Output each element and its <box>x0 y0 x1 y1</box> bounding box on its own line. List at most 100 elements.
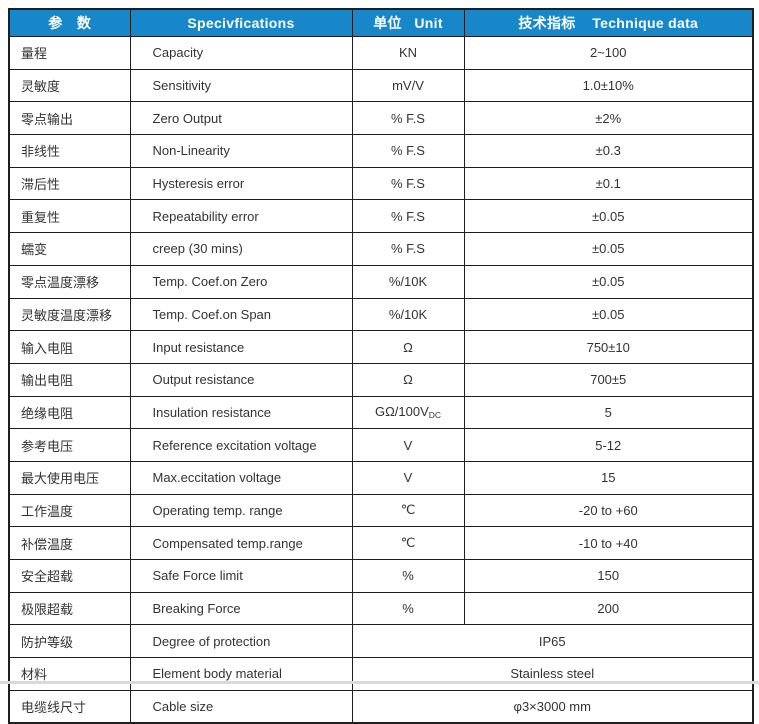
spec-cell: Compensated temp.range <box>129 526 353 560</box>
param-cell: 安全超载 <box>8 559 131 593</box>
spec-row: 绝缘电阻 Insulation resistance GΩ/100VDC 5 <box>8 395 754 430</box>
spec-row: 输出电阻 Output resistance Ω 700±5 <box>8 362 754 397</box>
unit-cell: ℃ <box>351 493 465 528</box>
param-cell: 滞后性 <box>8 166 131 201</box>
value-cell: 5-12 <box>463 428 754 462</box>
spec-table-container: 参 数 Specivfications 单位 Unit 技术指标 Techniq… <box>8 8 754 724</box>
spec-row: 蠕变 creep (30 mins)% F.S ±0.05 <box>8 232 754 266</box>
param-cell: 重复性 <box>8 199 131 234</box>
spec-row: 滞后性 Hysteresis error% F.S ±0.1 <box>8 166 754 201</box>
param-cell: 零点输出 <box>8 101 131 136</box>
value-cell: 700±5 <box>463 362 754 397</box>
param-cell: 输出电阻 <box>8 362 131 397</box>
spec-cell: Max.eccitation voltage <box>129 460 353 495</box>
image-bottom-edge <box>0 681 759 684</box>
spec-cell: Output resistance <box>129 362 353 397</box>
param-cell: 电缆线尺寸 <box>8 689 131 724</box>
param-cell: 工作温度 <box>8 493 131 528</box>
spec-table-header: 参 数 Specivfications 单位 Unit 技术指标 Techniq… <box>8 8 754 37</box>
spec-row: 补偿温度 Compensated temp.range ℃ -10 to +40 <box>8 526 754 560</box>
unit-cell: KN <box>351 36 465 70</box>
unit-cell: Ω <box>351 330 465 364</box>
value-cell: 1.0±10% <box>463 68 754 103</box>
spec-cell: Temp. Coef.on Zero <box>129 264 353 299</box>
value-cell: Stainless steel <box>351 657 754 691</box>
param-cell: 灵敏度 <box>8 68 131 103</box>
spec-row: 参考电压 Reference excitation voltage V 5-12 <box>8 428 754 462</box>
spec-cell: Safe Force limit <box>129 559 353 593</box>
spec-row: 极限超载 Breaking Force% 200 <box>8 591 754 626</box>
unit-cell: % F.S <box>351 134 465 168</box>
param-cell: 输入电阻 <box>8 330 131 364</box>
unit-cell: V <box>351 460 465 495</box>
value-cell: ±0.05 <box>463 297 754 332</box>
value-cell: ±2% <box>463 101 754 136</box>
param-cell: 灵敏度温度漂移 <box>8 297 131 332</box>
spec-cell: Degree of protection <box>129 624 353 659</box>
unit-cell: %/10K <box>351 264 465 299</box>
param-cell: 量程 <box>8 36 131 70</box>
spec-cell: creep (30 mins) <box>129 232 353 266</box>
param-cell: 蠕变 <box>8 232 131 266</box>
spec-cell: Reference excitation voltage <box>129 428 353 462</box>
unit-cell: % <box>351 591 465 626</box>
param-cell: 绝缘电阻 <box>8 395 131 430</box>
spec-row: 重复性 Repeatability error% F.S ±0.05 <box>8 199 754 234</box>
spec-row: 非线性 Non-Linearity% F.S ±0.3 <box>8 134 754 168</box>
spec-row: 电缆线尺寸 Cable size φ3×3000 mm <box>8 689 754 724</box>
value-cell: 750±10 <box>463 330 754 364</box>
unit-cell: % F.S <box>351 232 465 266</box>
spec-cell: Insulation resistance <box>129 395 353 430</box>
unit-cell: % F.S <box>351 199 465 234</box>
header-technique-data: 技术指标 Technique data <box>463 8 754 37</box>
unit-cell: Ω <box>351 362 465 397</box>
spec-cell: Temp. Coef.on Span <box>129 297 353 332</box>
param-cell: 补偿温度 <box>8 526 131 560</box>
spec-row: 材料 Element body material Stainless steel <box>8 657 754 691</box>
spec-cell: Hysteresis error <box>129 166 353 201</box>
spec-cell: Cable size <box>129 689 353 724</box>
spec-cell: Capacity <box>129 36 353 70</box>
spec-row: 零点输出 Zero Output% F.S ±2% <box>8 101 754 136</box>
spec-cell: Breaking Force <box>129 591 353 626</box>
param-cell: 防护等级 <box>8 624 131 659</box>
spec-table-body: 量程 Capacity KN 2~100 灵敏度 Sensitivity mV/V 1.0±1… <box>8 36 754 724</box>
value-cell: 2~100 <box>463 36 754 70</box>
value-cell: ±0.3 <box>463 134 754 168</box>
param-cell: 零点温度漂移 <box>8 264 131 299</box>
header-param: 参 数 <box>8 8 131 37</box>
spec-cell: Operating temp. range <box>129 493 353 528</box>
spec-row: 安全超载 Safe Force limit% 150 <box>8 559 754 593</box>
unit-cell: mV/V <box>351 68 465 103</box>
spec-row: 量程 Capacity KN 2~100 <box>8 36 754 70</box>
param-cell: 非线性 <box>8 134 131 168</box>
unit-cell: % F.S <box>351 101 465 136</box>
header-specifications: Specivfications <box>129 8 353 37</box>
value-cell: ±0.05 <box>463 199 754 234</box>
value-cell: -20 to +60 <box>463 493 754 528</box>
spec-row: 零点温度漂移 Temp. Coef.on Zero %/10K ±0.05 <box>8 264 754 299</box>
spec-cell: Input resistance <box>129 330 353 364</box>
spec-row: 防护等级 Degree of protection IP65 <box>8 624 754 659</box>
param-cell: 参考电压 <box>8 428 131 462</box>
value-cell: 15 <box>463 460 754 495</box>
value-cell: φ3×3000 mm <box>351 689 754 724</box>
spec-cell: Sensitivity <box>129 68 353 103</box>
param-cell: 最大使用电压 <box>8 460 131 495</box>
unit-cell: % F.S <box>351 166 465 201</box>
spec-row: 灵敏度温度漂移 Temp. Coef.on Span %/10K ±0.05 <box>8 297 754 332</box>
value-cell: 150 <box>463 559 754 593</box>
param-cell: 材料 <box>8 657 131 691</box>
value-cell: ±0.05 <box>463 264 754 299</box>
spec-cell: Repeatability error <box>129 199 353 234</box>
spec-row: 工作温度 Operating temp. range ℃ -20 to +60 <box>8 493 754 528</box>
param-cell: 极限超载 <box>8 591 131 626</box>
spec-row: 灵敏度 Sensitivity mV/V 1.0±10% <box>8 68 754 103</box>
spec-table: 参 数 Specivfications 单位 Unit 技术指标 Techniq… <box>8 8 754 724</box>
spec-cell: Element body material <box>129 657 353 691</box>
unit-cell: GΩ/100VDC <box>351 395 465 430</box>
value-cell: ±0.1 <box>463 166 754 201</box>
unit-cell: %/10K <box>351 297 465 332</box>
value-cell: 5 <box>463 395 754 430</box>
spec-row: 输入电阻 Input resistance Ω 750±10 <box>8 330 754 364</box>
